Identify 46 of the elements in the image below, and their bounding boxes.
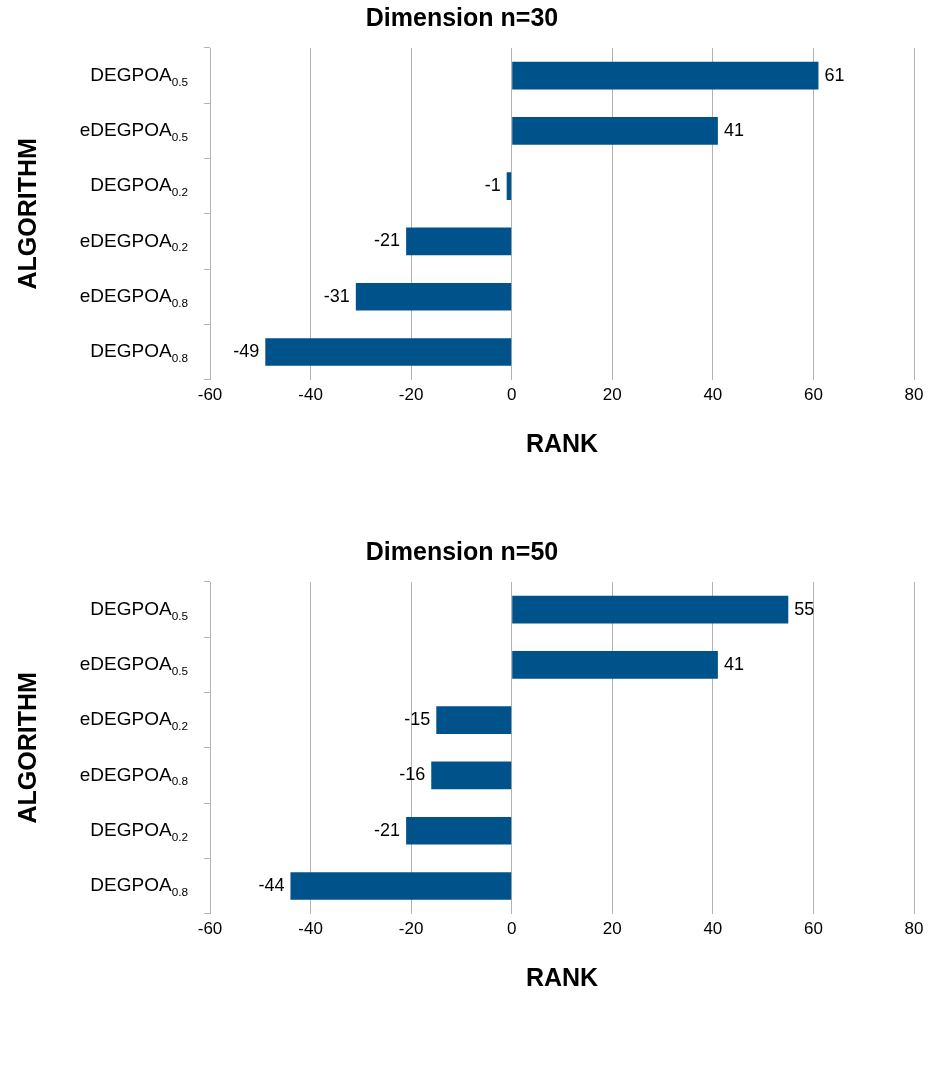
bar: [436, 706, 512, 734]
bar: [355, 282, 512, 311]
data-label: -49: [233, 340, 260, 361]
bar: [512, 117, 718, 145]
y-axis-title: ALGORITHM: [12, 138, 41, 290]
x-tick-label: 80: [904, 385, 924, 405]
bar: [512, 651, 718, 679]
x-tick-label: 60: [803, 919, 823, 939]
bar: [512, 61, 819, 90]
x-tick-label: 60: [803, 385, 823, 405]
data-label: -1: [484, 175, 501, 196]
data-label: -31: [323, 285, 350, 306]
data-label: -21: [374, 230, 401, 251]
bar: [406, 816, 512, 845]
bar: [265, 338, 512, 366]
bar: [506, 172, 512, 200]
x-tick-label: -60: [197, 385, 223, 405]
data-label: -15: [404, 709, 431, 730]
bar: [512, 595, 789, 624]
x-tick-label: 80: [904, 919, 924, 939]
x-tick-label: -20: [398, 919, 424, 939]
x-tick-label: 20: [602, 919, 622, 939]
y-axis-title: ALGORITHM: [12, 672, 41, 824]
x-tick-label: -40: [298, 385, 323, 405]
x-tick-label: 20: [602, 385, 622, 405]
x-tick-label: -60: [197, 919, 223, 939]
bar: [406, 227, 512, 256]
bar: [290, 872, 512, 900]
x-tick-label: -20: [398, 385, 424, 405]
x-tick-label: -40: [298, 919, 323, 939]
bar: [431, 761, 512, 790]
data-label: 41: [723, 119, 744, 140]
x-axis-title: RANK: [525, 428, 599, 457]
data-label: 41: [723, 653, 744, 674]
x-tick-label: 40: [703, 919, 723, 939]
x-tick-label: 0: [506, 385, 517, 405]
data-label: 55: [794, 598, 815, 619]
x-axis-title: RANK: [525, 962, 599, 991]
data-label: -44: [258, 874, 285, 895]
chart-title: Dimension n=30: [365, 2, 559, 31]
data-label: 61: [824, 64, 845, 85]
x-tick-label: 0: [506, 919, 517, 939]
chart-title: Dimension n=50: [365, 536, 559, 565]
data-label: -16: [399, 764, 426, 785]
x-tick-label: 40: [703, 385, 723, 405]
data-label: -21: [374, 819, 401, 840]
